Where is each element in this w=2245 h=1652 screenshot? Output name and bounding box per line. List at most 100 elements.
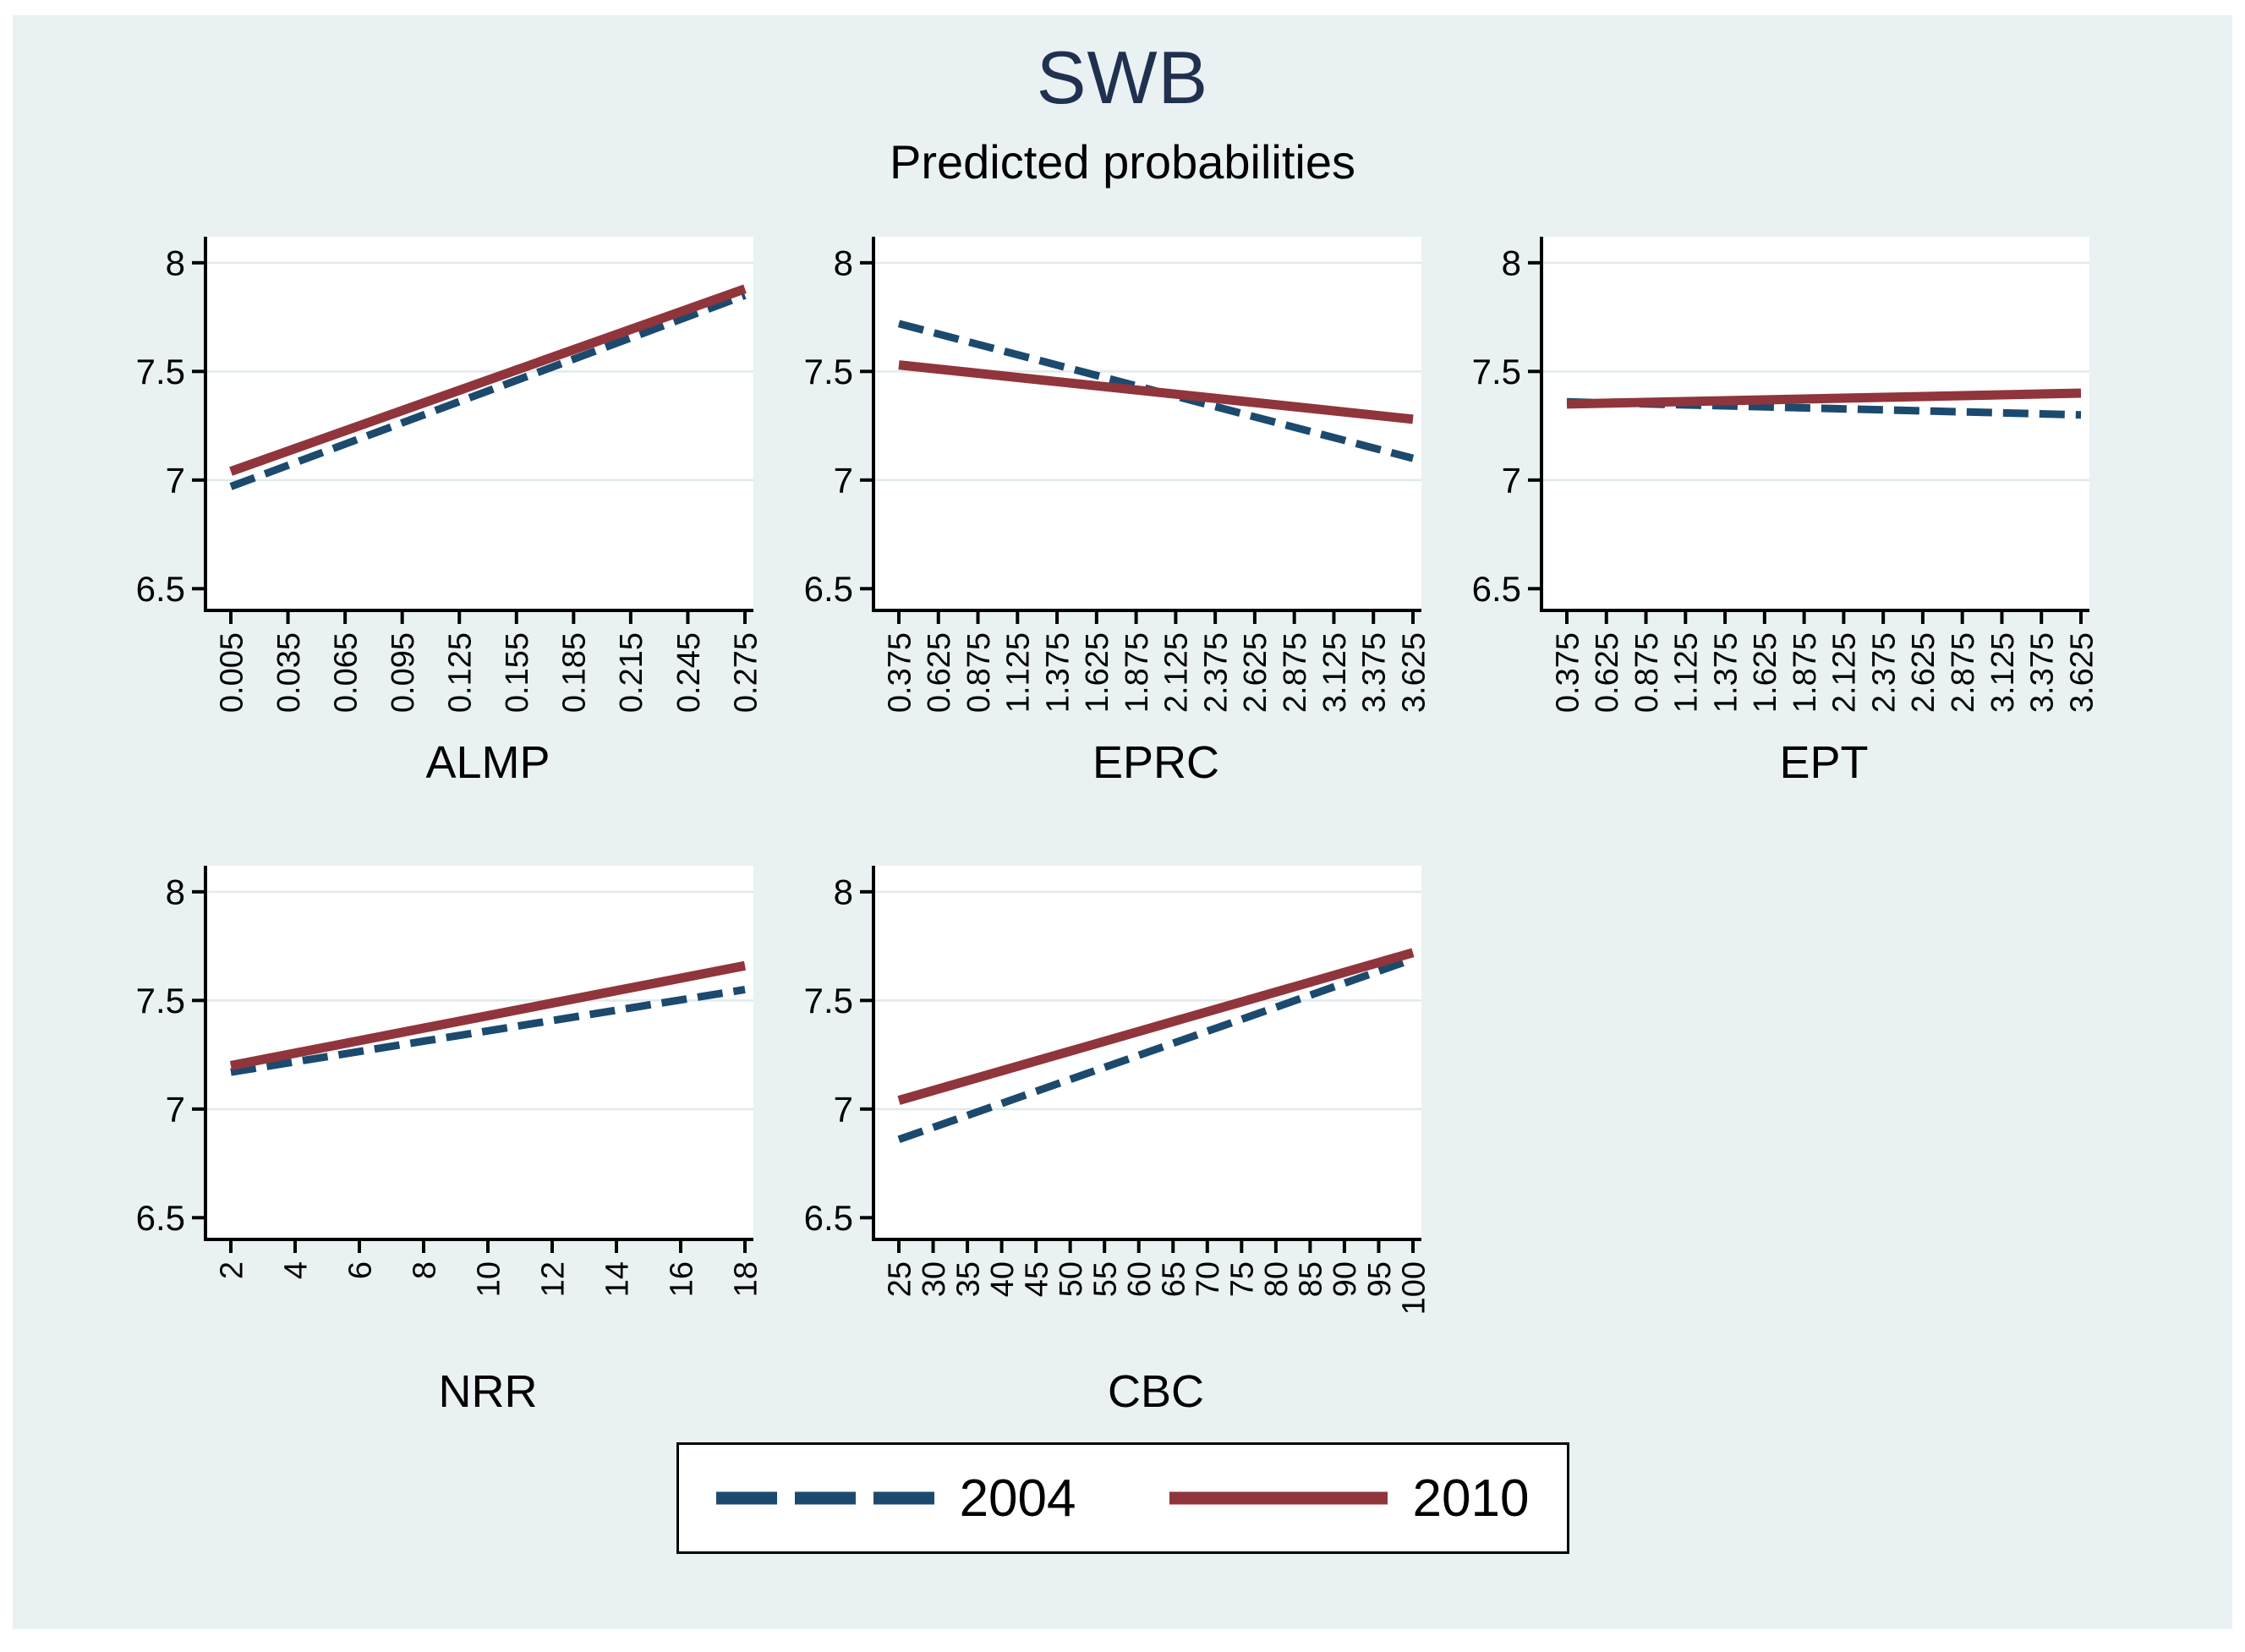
page-title: SWB	[1036, 36, 1209, 119]
legend-label-2010: 2010	[1412, 1469, 1530, 1528]
svg-text:1.375: 1.375	[1040, 632, 1076, 713]
svg-text:0.245: 0.245	[671, 632, 706, 713]
svg-text:18: 18	[728, 1261, 764, 1297]
svg-text:75: 75	[1224, 1261, 1260, 1297]
svg-text:16: 16	[664, 1261, 699, 1297]
svg-text:0.375: 0.375	[882, 632, 917, 713]
svg-text:7: 7	[165, 1090, 184, 1130]
svg-text:85: 85	[1293, 1261, 1328, 1297]
legend-label-2004: 2004	[959, 1469, 1076, 1528]
svg-text:7: 7	[1501, 461, 1520, 501]
svg-text:7.5: 7.5	[135, 981, 184, 1020]
svg-text:90: 90	[1328, 1261, 1363, 1297]
svg-text:0.875: 0.875	[1629, 632, 1664, 713]
svg-text:6.5: 6.5	[1471, 569, 1520, 609]
series-2010-line	[1566, 388, 2081, 409]
svg-text:40: 40	[984, 1261, 1020, 1297]
chart-svg: 6.5 7 7.5 8 0.375 0.625 0.875 1.125 1.375 1.625 1.…	[803, 237, 1432, 788]
svg-text:2.125: 2.125	[1826, 632, 1862, 713]
svg-text:70: 70	[1191, 1261, 1226, 1297]
svg-text:1.375: 1.375	[1708, 632, 1744, 713]
series-2010-line	[896, 948, 1415, 1105]
svg-text:2.625: 2.625	[1906, 632, 1941, 713]
svg-text:14: 14	[600, 1261, 635, 1297]
svg-text:2.375: 2.375	[1198, 632, 1234, 713]
x-axis-title: NRR	[438, 1366, 537, 1417]
empty-cell	[1457, 854, 2125, 1429]
svg-text:12: 12	[535, 1261, 571, 1297]
series-2010-line	[897, 360, 1414, 424]
svg-text:0.625: 0.625	[1590, 632, 1625, 713]
svg-text:50: 50	[1053, 1261, 1088, 1297]
page-subtitle: Predicted probabilities	[890, 135, 1355, 189]
svg-text:0.005: 0.005	[214, 632, 249, 713]
subplot-cbc: 6.5 7 7.5 8 25 30 35 40 45 50 55 60 65 70 75 80 85 90 95 10…	[789, 854, 1457, 1429]
x-axis-title: EPT	[1779, 737, 1868, 788]
svg-text:30: 30	[916, 1261, 951, 1297]
panel: SWB Predicted probabilities 6.5 7 7.5 8 0.00…	[13, 15, 2232, 1629]
svg-text:0.215: 0.215	[614, 632, 649, 713]
svg-text:35: 35	[950, 1261, 986, 1297]
svg-text:0.275: 0.275	[728, 632, 764, 713]
svg-text:6: 6	[342, 1261, 378, 1279]
svg-text:1.125: 1.125	[1668, 632, 1704, 713]
svg-text:3.375: 3.375	[2024, 632, 2060, 713]
svg-text:0.035: 0.035	[271, 632, 306, 713]
x-axis-title: CBC	[1107, 1366, 1203, 1417]
svg-text:8: 8	[833, 872, 852, 912]
svg-text:1.625: 1.625	[1080, 632, 1115, 713]
legend-dashed-line-sample	[715, 1491, 934, 1505]
series-2010-line	[229, 960, 746, 1070]
svg-text:7.5: 7.5	[803, 981, 852, 1020]
subplot-ept: 6.5 7 7.5 8 0.375 0.625 0.875 1.125 1.375 1.625 1.…	[1457, 225, 2125, 800]
svg-text:4: 4	[278, 1261, 314, 1279]
svg-text:2.875: 2.875	[1945, 632, 1980, 713]
chart-svg: 6.5 7 7.5 8 2 4 6 8 10 12 14 16 18 NRR	[135, 866, 764, 1417]
svg-text:8: 8	[407, 1261, 442, 1279]
svg-text:3.125: 3.125	[1317, 632, 1352, 713]
svg-text:95: 95	[1361, 1261, 1397, 1297]
svg-text:6.5: 6.5	[803, 569, 852, 609]
svg-text:0.095: 0.095	[385, 632, 420, 713]
chart-svg: 6.5 7 7.5 8 25303540455055606570758085909510…	[803, 866, 1432, 1417]
svg-text:0.185: 0.185	[556, 632, 592, 713]
legend-item-2010: 2010	[1169, 1469, 1530, 1529]
svg-text:7.5: 7.5	[1471, 352, 1520, 391]
svg-text:7: 7	[833, 461, 852, 501]
svg-text:45: 45	[1019, 1261, 1054, 1297]
svg-text:60: 60	[1122, 1261, 1158, 1297]
svg-text:10: 10	[471, 1261, 506, 1297]
svg-text:25: 25	[882, 1261, 917, 1297]
svg-text:3.625: 3.625	[1396, 632, 1432, 713]
svg-text:0.875: 0.875	[961, 632, 996, 713]
chart-svg: 6.5 7 7.5 8 0.005 0.035 0.065 0.095 0.125 0.155 0.…	[135, 237, 764, 788]
legend-solid-line-sample	[1169, 1491, 1388, 1505]
svg-text:0.125: 0.125	[442, 632, 478, 713]
svg-text:8: 8	[165, 243, 184, 283]
svg-text:8: 8	[165, 872, 184, 912]
svg-text:2: 2	[214, 1261, 249, 1279]
svg-text:3.125: 3.125	[1985, 632, 2020, 713]
chart-svg: 6.5 7 7.5 8 0.375 0.625 0.875 1.125 1.375 1.625 1.…	[1471, 237, 2100, 788]
svg-text:6.5: 6.5	[803, 1198, 852, 1238]
x-axis-title: EPRC	[1092, 737, 1218, 788]
svg-text:0.065: 0.065	[328, 632, 364, 713]
svg-text:1.875: 1.875	[1787, 632, 1822, 713]
svg-text:6.5: 6.5	[135, 569, 184, 609]
subplot-nrr: 6.5 7 7.5 8 2 4 6 8 10 12 14 16 18 NRR	[121, 854, 789, 1429]
svg-text:2.375: 2.375	[1866, 632, 1902, 713]
svg-text:7.5: 7.5	[803, 352, 852, 391]
svg-text:1.125: 1.125	[1000, 632, 1036, 713]
subplot-almp: 6.5 7 7.5 8 0.005 0.035 0.065 0.095 0.125 0.155 0.…	[121, 225, 789, 800]
svg-text:0.375: 0.375	[1550, 632, 1585, 713]
svg-text:100: 100	[1396, 1261, 1432, 1315]
svg-text:7: 7	[165, 461, 184, 501]
series-2010-line	[228, 284, 747, 476]
svg-text:6.5: 6.5	[135, 1198, 184, 1238]
svg-text:2.875: 2.875	[1277, 632, 1312, 713]
series-2004-line	[229, 986, 746, 1076]
x-axis-title: ALMP	[425, 737, 550, 788]
svg-text:2.625: 2.625	[1238, 632, 1273, 713]
svg-text:1.875: 1.875	[1119, 632, 1154, 713]
